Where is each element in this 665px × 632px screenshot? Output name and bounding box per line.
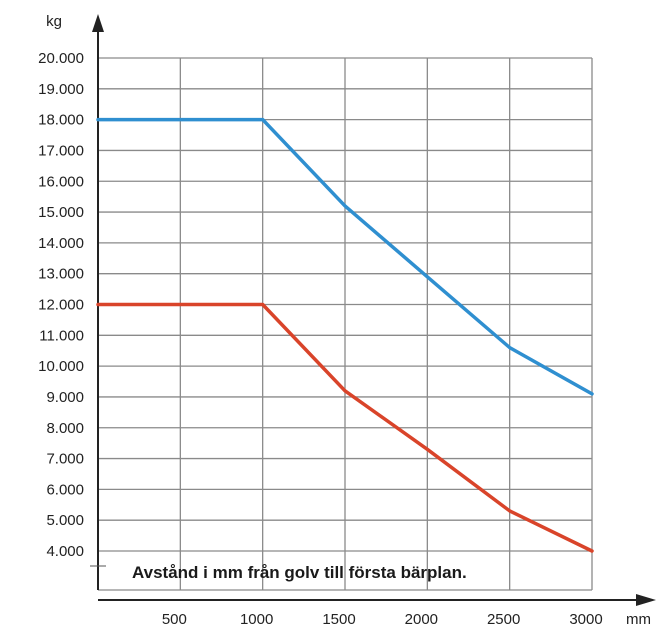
chart-axes: [90, 14, 656, 606]
y-tick-label: 12.000: [38, 297, 84, 314]
series-line-1: [96, 117, 594, 396]
y-axis-arrow: [92, 14, 104, 32]
y-tick-label: 15.000: [38, 204, 84, 221]
y-tick-labels: 4.000 5.000 6.000 7.000 8.000 9.000 10.000 11.0…: [38, 50, 84, 560]
x-tick-label: 500: [162, 611, 187, 628]
y-tick-label: 18.000: [38, 112, 84, 129]
x-tick-label: 1500: [322, 611, 355, 628]
y-tick-label: 6.000: [46, 481, 84, 498]
y-tick-label: 4.000: [46, 543, 84, 560]
x-tick-label: 1000: [240, 611, 273, 628]
y-tick-label: 10.000: [38, 358, 84, 375]
x-tick-label: 3000: [569, 611, 602, 628]
y-tick-label: 11.000: [39, 327, 84, 344]
x-tick-label: 2500: [487, 611, 520, 628]
y-tick-label: 19.000: [38, 81, 84, 98]
y-tick-label: 5.000: [46, 512, 84, 529]
y-tick-label: 9.000: [46, 389, 84, 406]
y-axis-label: kg: [46, 13, 62, 30]
y-tick-label: 7.000: [46, 451, 84, 468]
x-axis-label: mm: [626, 611, 651, 628]
chart-series: [96, 117, 594, 553]
x-axis-arrow: [636, 594, 656, 606]
y-tick-label: 17.000: [38, 142, 84, 159]
y-tick-label: 14.000: [38, 235, 84, 252]
y-tick-label: 16.000: [38, 173, 84, 190]
series-line-2: [96, 302, 594, 553]
x-tick-labels: 500 1000 1500 2000 2500 3000: [162, 611, 603, 628]
chart-annotation: Avstånd i mm från golv till första bärpl…: [132, 563, 467, 582]
y-tick-label: 13.000: [38, 266, 84, 283]
x-tick-label: 2000: [405, 611, 438, 628]
y-tick-label: 20.000: [38, 50, 84, 67]
y-tick-label: 8.000: [46, 420, 84, 437]
chart-grid: [98, 57, 593, 591]
